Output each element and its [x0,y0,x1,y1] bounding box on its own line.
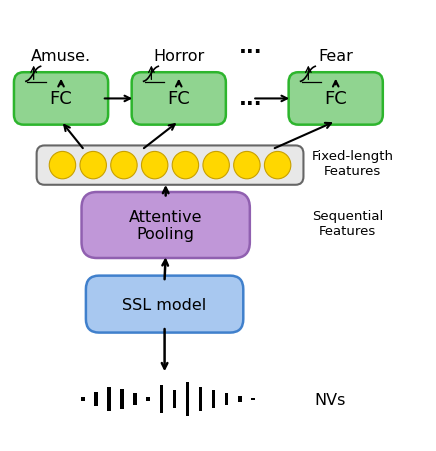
Text: Sequential
Features: Sequential Features [312,209,383,237]
Bar [107,387,111,411]
Circle shape [234,152,260,179]
Bar [120,389,124,410]
Circle shape [203,152,229,179]
FancyBboxPatch shape [289,73,383,125]
Text: SSL model: SSL model [123,297,207,312]
Text: Horror: Horror [153,49,204,64]
Text: Attentive
Pooling: Attentive Pooling [129,209,202,242]
Text: FC: FC [324,90,347,108]
Bar [186,382,189,416]
Text: ...: ... [239,89,262,109]
Bar [133,393,137,405]
FancyBboxPatch shape [37,146,303,185]
Text: Fear: Fear [318,49,353,64]
Text: Amuse.: Amuse. [31,49,91,64]
Circle shape [264,152,291,179]
Circle shape [49,152,76,179]
Bar [251,398,255,400]
Text: FC: FC [167,90,190,108]
FancyBboxPatch shape [82,193,250,258]
Bar [146,397,150,401]
Circle shape [141,152,168,179]
Text: Fixed-length
Features: Fixed-length Features [312,149,394,177]
Text: ...: ... [239,37,262,57]
Circle shape [111,152,137,179]
FancyBboxPatch shape [14,73,108,125]
Bar [212,391,215,408]
Text: FC: FC [50,90,72,108]
Bar [160,386,163,413]
FancyBboxPatch shape [86,276,243,333]
Bar [199,387,202,411]
Text: NVs: NVs [314,391,345,407]
FancyBboxPatch shape [132,73,226,125]
Bar [81,397,85,401]
Circle shape [80,152,106,179]
Bar [173,390,176,408]
Bar [225,393,228,405]
Bar [238,396,242,402]
Circle shape [172,152,199,179]
Bar [94,392,98,406]
